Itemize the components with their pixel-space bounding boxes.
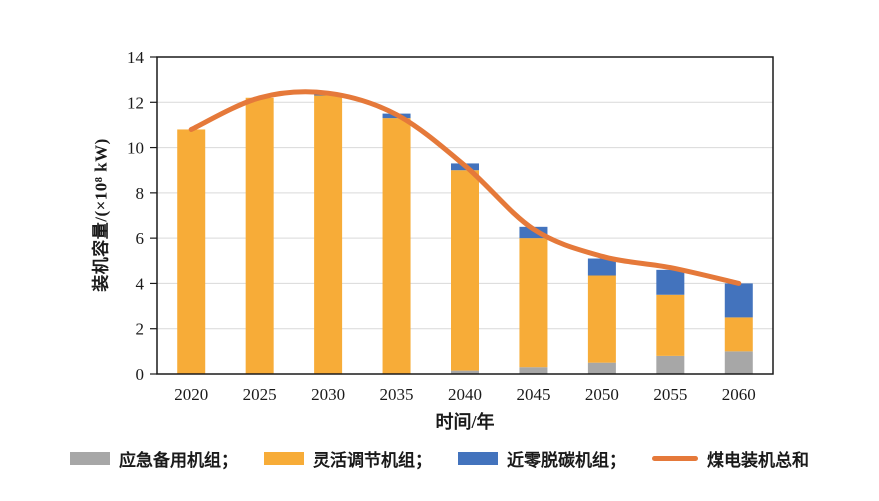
svg-text:6: 6 — [136, 229, 145, 248]
svg-text:2025: 2025 — [243, 385, 277, 404]
x-axis-title: 时间/年 — [435, 412, 495, 432]
orange-bar-swatch-icon — [264, 452, 304, 465]
legend-item-coal-power-total: 煤电装机总和 — [652, 446, 809, 471]
svg-text:10: 10 — [127, 139, 144, 158]
legend: 应急备用机组； 灵活调节机组； 近零脱碳机组； 煤电装机总和 — [0, 446, 879, 471]
svg-text:4: 4 — [136, 274, 145, 293]
legend-label: 近零脱碳机组； — [507, 451, 626, 470]
svg-text:2020: 2020 — [174, 385, 208, 404]
legend-label: 应急备用机组； — [119, 451, 238, 470]
svg-text:2035: 2035 — [380, 385, 414, 404]
svg-text:2050: 2050 — [585, 385, 619, 404]
svg-text:14: 14 — [127, 48, 145, 67]
gray-bar-swatch-icon — [70, 452, 110, 465]
svg-text:8: 8 — [136, 184, 145, 203]
legend-item-near-zero-carbon-units: 近零脱碳机组； — [458, 446, 626, 471]
legend-item-emergency-backup-units: 应急备用机组； — [70, 446, 238, 471]
svg-text:2055: 2055 — [653, 385, 687, 404]
svg-text:2040: 2040 — [448, 385, 482, 404]
svg-text:12: 12 — [127, 93, 144, 112]
svg-text:2060: 2060 — [722, 385, 756, 404]
orange-line-swatch-icon — [652, 456, 698, 461]
blue-bar-swatch-icon — [458, 452, 498, 465]
legend-item-flexible-regulation-units: 灵活调节机组； — [264, 446, 432, 471]
svg-text:2045: 2045 — [516, 385, 550, 404]
svg-text:0: 0 — [136, 365, 145, 384]
svg-text:2: 2 — [136, 320, 145, 339]
svg-text:2030: 2030 — [311, 385, 345, 404]
legend-label: 煤电装机总和 — [707, 451, 809, 470]
legend-label: 灵活调节机组； — [313, 451, 432, 470]
